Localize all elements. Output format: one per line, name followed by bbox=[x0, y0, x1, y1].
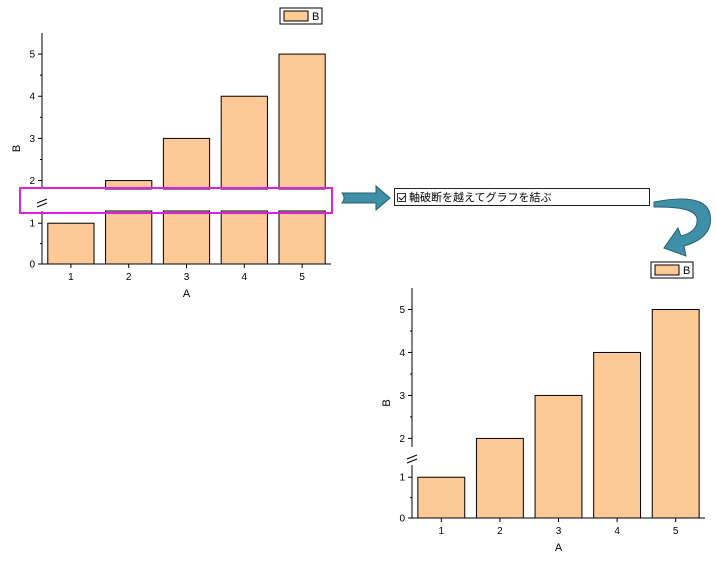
x-tick-label: 1 bbox=[439, 526, 445, 537]
x-tick-label: 4 bbox=[242, 272, 248, 283]
y-tick-label: 3 bbox=[29, 134, 35, 145]
y-tick-label: 3 bbox=[399, 391, 405, 402]
x-tick-label: 5 bbox=[673, 526, 679, 537]
bar-lower-segment bbox=[220, 210, 268, 265]
axis-break-mark bbox=[406, 454, 418, 460]
bar-upper-segment bbox=[220, 95, 268, 190]
y-tick-label: 5 bbox=[399, 305, 405, 316]
bar-lower-segment bbox=[162, 210, 211, 265]
x-axis-title: A bbox=[183, 288, 191, 300]
legend-swatch bbox=[283, 10, 309, 22]
x-tick-label: 5 bbox=[299, 272, 305, 283]
y-tick-label: 4 bbox=[29, 92, 35, 103]
axis-break-mark bbox=[36, 202, 48, 208]
y-axis-title: B bbox=[381, 399, 393, 406]
bar bbox=[47, 222, 95, 265]
y-tick-label: 1 bbox=[29, 219, 35, 230]
bar bbox=[475, 437, 524, 519]
x-tick-label: 3 bbox=[184, 272, 190, 283]
bar bbox=[593, 351, 642, 519]
bar-upper-segment bbox=[278, 53, 326, 190]
x-tick-label: 1 bbox=[68, 272, 74, 283]
bar-lower-segment bbox=[278, 210, 326, 265]
bar bbox=[417, 476, 466, 519]
legend: B bbox=[279, 7, 323, 25]
connect-across-break-label: 軸破断を越えてグラフを結ぶ bbox=[409, 191, 552, 204]
legend-label: B bbox=[312, 11, 319, 23]
bar bbox=[651, 308, 700, 519]
right-arrow-icon bbox=[340, 184, 391, 212]
y-tick-label: 5 bbox=[29, 50, 35, 61]
bar-lower-segment bbox=[105, 210, 153, 265]
bar-upper-segment bbox=[162, 137, 211, 190]
legend: B bbox=[650, 261, 694, 279]
legend-label: B bbox=[683, 265, 690, 277]
x-axis-title: A bbox=[555, 542, 563, 554]
x-tick-label: 2 bbox=[497, 526, 503, 537]
axis-break-mark bbox=[36, 198, 48, 204]
y-tick-label: 4 bbox=[399, 348, 405, 359]
x-tick-label: 3 bbox=[556, 526, 562, 537]
connect-across-break-option[interactable]: 軸破断を越えてグラフを結ぶ bbox=[394, 188, 650, 206]
x-tick-label: 2 bbox=[126, 272, 132, 283]
y-tick-label: 0 bbox=[399, 514, 405, 525]
y-tick-label: 2 bbox=[29, 176, 35, 187]
y-tick-label: 2 bbox=[399, 434, 405, 445]
axis-break-mark bbox=[406, 458, 418, 464]
legend-swatch bbox=[654, 264, 680, 276]
y-axis-title: B bbox=[11, 145, 23, 152]
curved-down-arrow-icon bbox=[653, 198, 712, 257]
checkbox-checked-icon[interactable] bbox=[397, 192, 406, 202]
bar-chart-2: 1 2 3 4 5 0 1 2 3 4 5 A B B bbox=[381, 261, 705, 554]
y-tick-label: 0 bbox=[29, 260, 35, 271]
break-highlight-box bbox=[19, 187, 333, 214]
bar-chart-1: 1 2 3 4 5 0 1 2 3 4 5 A B B bbox=[11, 7, 331, 300]
x-tick-label: 4 bbox=[614, 526, 620, 537]
bar bbox=[534, 394, 583, 519]
y-tick-label: 1 bbox=[399, 473, 405, 484]
